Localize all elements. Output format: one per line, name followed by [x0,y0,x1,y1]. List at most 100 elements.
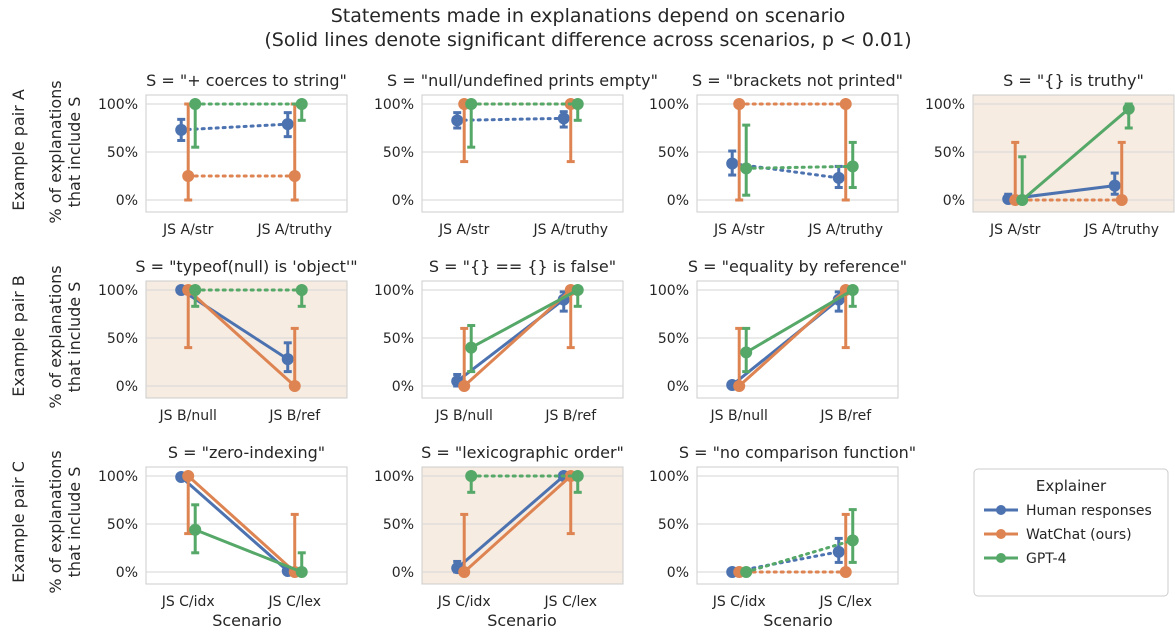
x-axis-label-1: Scenario [212,611,282,629]
y-tick-label: 100% [98,469,138,485]
panel-title: S = "{} is truthy" [1003,71,1144,90]
panel-title: S = "equality by reference" [688,257,907,276]
y-tick-label: 0% [943,193,965,209]
y-tick-label: 0% [392,379,414,395]
data-point [733,380,746,392]
series-line [187,288,296,388]
y-tick-label: 100% [98,97,138,113]
data-point [295,566,308,578]
series-line [187,474,296,574]
series-watchat [182,284,301,392]
legend-title: Explainer [1036,477,1107,495]
panel-background [145,466,348,585]
data-point [288,380,301,392]
data-point [182,470,195,482]
data-point [832,171,845,184]
y-tick-label: 50% [658,331,689,347]
data-point [451,114,464,127]
y-tick-label: 50% [658,517,689,533]
y-tick-label: 0% [392,565,414,581]
series-line [463,288,572,388]
row-label-c: Example pair C [9,461,28,583]
series-human [175,111,294,142]
y-tick-label: 0% [392,193,414,209]
y-tick-label: 100% [374,469,414,485]
y-tick-label: 50% [934,145,965,161]
y-tick-label: 0% [116,565,138,581]
series-gpt4 [189,98,308,149]
y-tick-label: 100% [649,283,689,299]
x-tick-label: JS A/truthy [807,222,883,238]
data-point [846,284,859,296]
data-point [1115,194,1128,206]
data-point [458,566,471,578]
series-watchat [182,102,301,202]
data-point [846,160,859,173]
panel-background [696,94,899,213]
series-line [730,162,841,180]
data-point [281,118,294,131]
y-tick-label: 0% [116,193,138,209]
y-axis-label-c-line1: % of explanations [46,450,65,593]
panel-title: S = "brackets not printed" [692,71,903,90]
data-point [839,98,852,110]
data-point [839,566,852,578]
data-point [295,284,308,296]
data-point [733,98,746,110]
y-tick-label: 50% [383,517,414,533]
legend-marker-gpt4 [996,553,1006,563]
series-gpt4 [740,284,859,374]
data-point [1122,102,1135,115]
panel-10: 0% 50% 100% S = "no comparison function" JS … [649,443,916,610]
y-tick-label: 0% [667,193,689,209]
y-tick-label: 100% [925,97,965,113]
panel-background [421,94,624,213]
data-point [740,162,753,175]
data-point [281,353,294,366]
legend-marker-human [996,505,1006,515]
legend-label-watchat: WatChat (ours) [1026,527,1132,543]
y-tick-label: 50% [383,331,414,347]
series-line [744,538,855,574]
x-tick-label: JS B/ref [268,408,321,424]
y-tick-label: 100% [374,97,414,113]
x-tick-label: JS A/str [438,222,490,238]
data-point [465,470,478,482]
y-tick-label: 50% [658,145,689,161]
series-line [194,528,303,574]
series-gpt4 [465,284,584,374]
data-point [465,98,478,110]
y-axis-label-b-line2: that include S [65,282,84,393]
panel-background [145,94,348,213]
panel-background [145,280,348,399]
legend-label-gpt4: GPT-4 [1026,551,1067,567]
y-tick-label: 100% [98,283,138,299]
y-tick-label: 100% [649,469,689,485]
panel-background [972,94,1175,213]
y-tick-label: 100% [649,97,689,113]
y-axis-label-b-line1: % of explanations [46,265,65,408]
panel-5: 0% 50% 100% S = "typeof(null) is 'object'" J… [98,257,358,424]
panel-3: 0% 50% 100%S = "brackets not printed" JS A/… [649,71,903,238]
series-line [745,288,854,354]
row-label-a: Example pair A [9,89,28,211]
series-line [456,474,565,570]
panel-title: S = "typeof(null) is 'object'" [135,257,357,276]
data-point [1108,179,1121,192]
panel-title: S = "null/undefined prints empty" [387,71,658,90]
x-tick-label: JS A/str [989,222,1041,238]
panel-title: S = "+ coerces to string" [146,71,347,90]
legend: Explainer Human responses WatChat (ours)… [973,468,1169,597]
panel-title: S = "{} == {} is false" [429,257,616,276]
x-tick-label: JS C/lex [267,594,321,610]
y-axis-label-a-line2: that include S [65,97,84,208]
data-point [182,170,195,182]
y-axis-label-c-line2: that include S [65,467,84,578]
series-line [1021,107,1130,202]
data-point [571,98,584,110]
panel-background [696,466,899,585]
series-watchat [1009,140,1128,206]
panel-title: S = "lexicographic order" [421,443,624,462]
series-line [730,550,841,574]
series-gpt4 [465,98,584,149]
